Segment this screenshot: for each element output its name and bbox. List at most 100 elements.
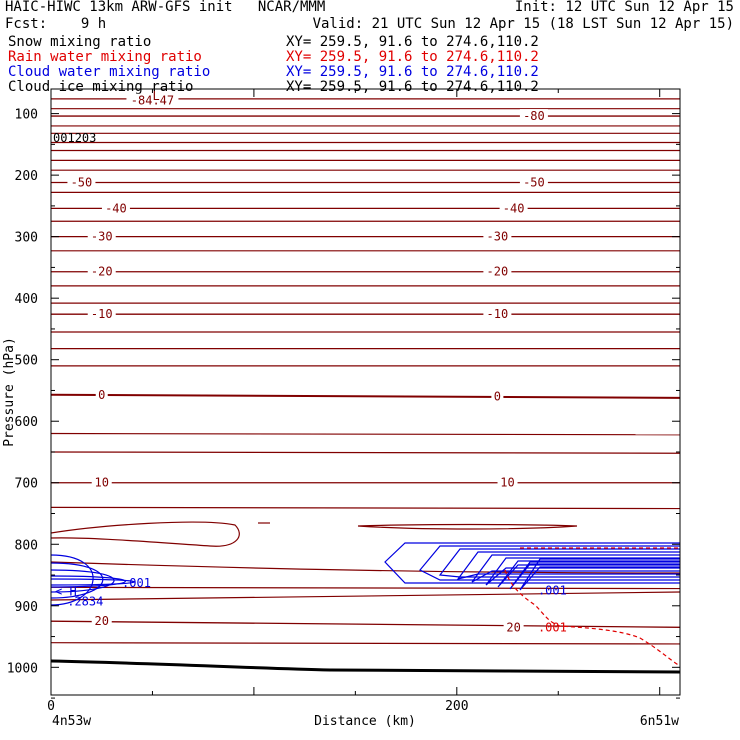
field-cloud-water-label: Cloud water mixing ratio	[8, 64, 211, 80]
y-tick-label: 600	[15, 415, 38, 430]
cloud-water-contour-right-0	[384, 542, 680, 584]
annotation-label: .001	[538, 620, 567, 634]
contour-label: -20	[91, 265, 113, 279]
contour-label: 20	[94, 614, 108, 628]
y-tick-label: 400	[15, 292, 38, 307]
x-tick-label: 0	[47, 699, 55, 714]
header-valid-time: Valid: 21 UTC Sun 12 Apr 15 (18 LST Sun …	[312, 16, 734, 32]
cloud-water-contour-right-6	[497, 560, 680, 588]
contour-label-bg	[91, 475, 112, 489]
contour-label: -40	[105, 201, 127, 215]
y-tick-label: 800	[15, 538, 38, 553]
cloud-water-contour-left-1	[50, 562, 104, 599]
cloud-water-contour-right-5	[485, 557, 680, 586]
header-forecast-hour: Fcst: 9 h	[5, 16, 107, 32]
header-init-time: Init: 12 UTC Sun 12 Apr 15	[514, 0, 734, 15]
contour-label-bg	[95, 387, 108, 401]
contour-label-bg	[87, 264, 116, 278]
contour-label-bg	[503, 620, 524, 634]
annotation-label: 001203	[53, 131, 96, 145]
cloud-water-contour-left-3	[50, 575, 126, 588]
isotherm-16	[50, 432, 681, 436]
annotation-label: L	[152, 89, 159, 103]
y-tick-label: 300	[15, 231, 38, 246]
temperature-contour-lobe	[50, 521, 240, 547]
y-tick-label: 900	[15, 600, 38, 615]
contour-label: -10	[487, 307, 509, 321]
field-rain-xy: XY= 259.5, 91.6 to 274.6,110.2	[286, 49, 539, 65]
contour-label: -20	[487, 265, 509, 279]
cloud-water-contour-right-2	[438, 548, 680, 578]
field-rain-label: Rain water mixing ratio	[8, 49, 202, 65]
field-snow-label: Snow mixing ratio	[8, 34, 152, 50]
contour-label: -30	[91, 230, 113, 244]
contour-label-bg	[126, 93, 179, 107]
y-tick-label: 700	[15, 477, 38, 492]
contour-label: -84.47	[131, 94, 174, 108]
contour-label: -40	[503, 201, 525, 215]
cloud-water-contour-right-1	[419, 545, 680, 581]
contour-label-bg	[483, 307, 512, 321]
contour-label-bg	[87, 229, 116, 243]
contour-label-bg	[483, 229, 512, 243]
contour-label-bg	[497, 475, 518, 489]
y-tick-label: 1000	[7, 661, 38, 676]
right-endpoint-label: 6n51w	[640, 714, 679, 729]
cloud-water-contour-left-4	[50, 578, 135, 586]
cloud-water-contour-right-7	[509, 561, 680, 590]
y-tick-label: 200	[15, 169, 38, 184]
field-cloud-ice-label: Cloud ice mixing ratio	[8, 79, 194, 95]
terrain-surface	[50, 659, 681, 674]
isotherm-18	[50, 506, 681, 510]
isotherm-19	[50, 586, 681, 590]
contour-label: 0	[494, 390, 501, 404]
temperature-contour-6	[50, 393, 681, 399]
y-tick-label: 500	[15, 354, 38, 369]
cloud-water-contour-left-0	[50, 554, 94, 606]
temperature-contour-low-b	[50, 591, 681, 601]
contour-label-bg	[91, 614, 112, 628]
field-snow-xy: XY= 259.5, 91.6 to 274.6,110.2	[286, 34, 539, 50]
field-cloud-water-xy: XY= 259.5, 91.6 to 274.6,110.2	[286, 64, 539, 80]
contour-label: -50	[71, 176, 93, 190]
contour-label: 20	[506, 620, 520, 634]
x-axis-label: Distance (km)	[314, 714, 416, 729]
x-tick-label: 200	[445, 699, 468, 714]
plot-frame	[50, 88, 681, 696]
rain-water-contour	[504, 569, 681, 667]
contour-label-bg	[67, 175, 96, 189]
contour-label-bg	[483, 264, 512, 278]
contour-label: -10	[91, 307, 113, 321]
temperature-contour-sliver	[357, 523, 578, 530]
left-endpoint-label: 4n53w	[52, 714, 91, 729]
annotation-label: < H	[55, 585, 77, 599]
contour-label: -30	[487, 230, 509, 244]
contour-label: 10	[94, 476, 108, 490]
contour-label-bg	[101, 201, 130, 215]
cloud-water-contour-right-3	[456, 551, 680, 580]
y-axis-label: Pressure (hPa)	[2, 337, 17, 447]
temperature-contour-low-a	[50, 561, 681, 574]
contour-label-bg	[499, 201, 528, 215]
contour-label-bg	[519, 175, 548, 189]
cloud-water-contour-left-2	[50, 569, 115, 593]
cloud-water-contour-right-8	[519, 558, 680, 591]
contour-label-bg	[87, 307, 116, 321]
cloud-water-contour-right-4	[471, 554, 680, 583]
isotherm-17	[50, 451, 681, 454]
annotation-label: .001	[538, 583, 567, 597]
isotherm-20	[50, 642, 681, 645]
y-tick-label: 100	[15, 108, 38, 123]
contour-label: -50	[523, 176, 545, 190]
contour-label: 10	[500, 476, 514, 490]
field-cloud-ice-xy: XY= 259.5, 91.6 to 274.6,110.2	[286, 79, 539, 95]
annotation-label: .001	[122, 576, 151, 590]
annotation-label: .2834	[67, 594, 103, 608]
contour-label: -80	[523, 109, 545, 123]
temperature-contour-8	[50, 620, 681, 628]
contour-label: 0	[98, 388, 105, 402]
contour-label-bg	[519, 109, 548, 123]
contour-label-bg	[491, 389, 504, 403]
header-model-title: HAIC-HIWC 13km ARW-GFS init NCAR/MMM	[5, 0, 326, 15]
